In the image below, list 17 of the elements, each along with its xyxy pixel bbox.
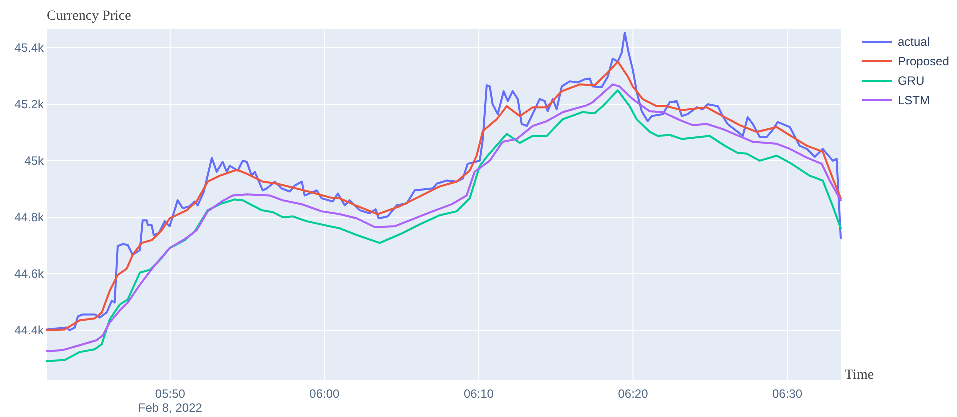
x-tick-label: 06:00 <box>310 387 340 401</box>
x-tick-label: 05:50 Feb 8, 2022 <box>138 387 203 415</box>
y-tick-label: 45.2k <box>14 97 45 112</box>
y-tick-label: 44.8k <box>14 210 45 224</box>
y-tick-label: 44.6k <box>14 266 45 281</box>
y-tick-label: 45.4k <box>14 40 45 55</box>
y-tick-label: 44.4k <box>14 323 45 338</box>
x-tick-label: 06:20 <box>618 387 649 401</box>
legend-label: GRU <box>898 74 925 88</box>
x-tick-label: 06:10 <box>464 387 494 401</box>
legend-label: actual <box>898 35 930 49</box>
legend-label: LSTM <box>898 94 930 108</box>
chart-title: Currency Price <box>47 9 132 24</box>
legend-label: Proposed <box>898 54 950 68</box>
x-axis-title: Time <box>845 368 874 383</box>
x-tick-label: 06:30 <box>772 387 803 401</box>
y-tick-label: 45k <box>24 154 45 168</box>
